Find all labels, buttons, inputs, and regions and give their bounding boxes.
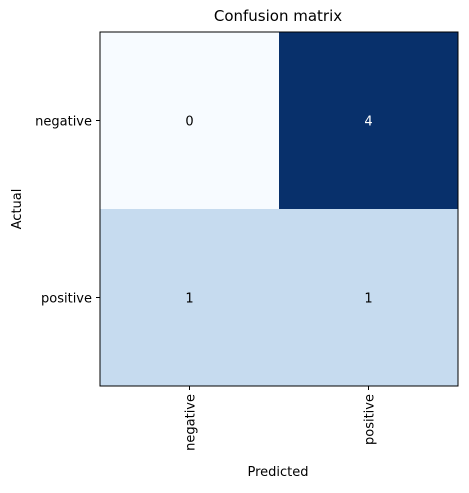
- x-tick-label: positive: [363, 394, 378, 445]
- y-tick-label: negative: [35, 115, 92, 130]
- plot-frame: [99, 31, 459, 387]
- cell-value-label: 1: [364, 292, 372, 307]
- cells-layer: [100, 32, 458, 386]
- matrix-cell: [100, 209, 279, 386]
- y-axis-label: Actual: [10, 189, 25, 230]
- cell-value-label: 4: [364, 115, 372, 130]
- y-ticks-layer: negative positive: [35, 115, 100, 307]
- y-tick-label: positive: [41, 292, 92, 307]
- x-tick-label: negative: [184, 394, 199, 451]
- x-ticks-layer: negative positive: [184, 386, 378, 451]
- matrix-cell: [279, 32, 458, 209]
- cell-value-label: 0: [185, 115, 193, 130]
- chart-title: Confusion matrix: [214, 7, 342, 25]
- matrix-cell: [100, 32, 279, 209]
- x-axis-label: Predicted: [247, 465, 308, 480]
- cell-labels-layer: 0 4 1 1: [185, 115, 372, 307]
- matrix-cell: [279, 209, 458, 386]
- cell-value-label: 1: [185, 292, 193, 307]
